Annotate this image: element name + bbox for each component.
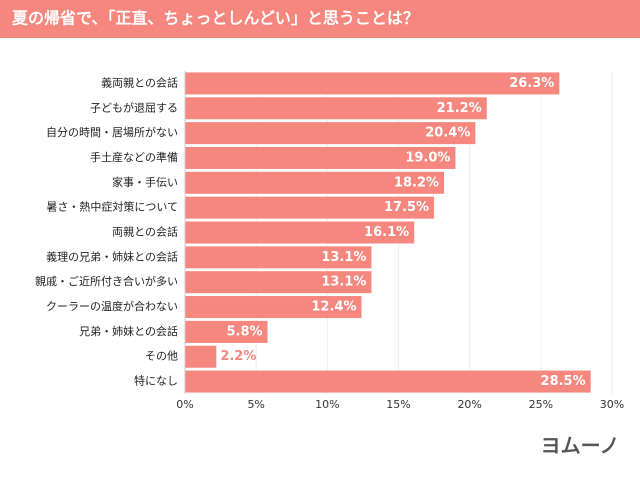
bar — [185, 246, 372, 269]
bar — [185, 345, 217, 368]
y-tick-label: 親戚・ご近所付き合いが多い — [35, 274, 178, 288]
y-tick-label: 家事・手伝い — [112, 175, 178, 189]
chart-title: 夏の帰省で、「正直、ちょっとしんどい」と思うことは？ — [11, 9, 419, 28]
value-label: 28.5% — [541, 374, 586, 389]
x-tick-label: 25% — [529, 398, 553, 411]
value-label: 2.2% — [220, 349, 256, 364]
y-tick-label: 両親との会話 — [112, 225, 178, 239]
y-tick-label: 義理の兄弟・姉妹との会話 — [46, 249, 178, 263]
x-tick-label: 30% — [600, 398, 624, 411]
y-tick-label: 暑さ・熱中症対策について — [46, 200, 178, 214]
x-tick-label: 10% — [315, 398, 339, 411]
value-label: 18.2% — [394, 175, 439, 190]
bar — [185, 271, 372, 294]
y-tick-label: 子どもが退屈する — [90, 100, 178, 114]
x-tick-label: 20% — [457, 398, 481, 411]
value-label: 13.1% — [321, 250, 366, 265]
value-label: 5.8% — [226, 324, 262, 339]
x-tick-label: 5% — [247, 398, 264, 411]
y-tick-label: 特になし — [134, 374, 178, 388]
title-bar — [0, 0, 640, 38]
y-tick-label: その他 — [145, 350, 178, 363]
x-tick-label: 15% — [386, 398, 410, 411]
bar — [185, 97, 487, 120]
logo: ヨムーノ — [541, 434, 620, 458]
bar — [185, 221, 415, 244]
y-tick-label: 自分の時間・居場所がない — [46, 125, 178, 139]
value-label: 16.1% — [364, 225, 409, 240]
value-label: 13.1% — [321, 275, 366, 290]
y-tick-label: クーラーの温度が合わない — [46, 299, 178, 313]
value-label: 26.3% — [509, 76, 554, 91]
y-tick-label: 兄弟・姉妹との会話 — [79, 324, 178, 338]
bar — [185, 196, 435, 219]
bar — [185, 320, 268, 343]
bar — [185, 72, 560, 95]
bar — [185, 146, 456, 169]
value-label: 19.0% — [405, 150, 450, 165]
bar — [185, 122, 476, 145]
bar — [185, 171, 445, 194]
value-label: 12.4% — [311, 300, 356, 315]
value-label: 20.4% — [425, 126, 470, 141]
bar — [185, 296, 362, 319]
value-label: 21.2% — [437, 101, 482, 116]
y-tick-label: 手土産などの準備 — [90, 150, 178, 164]
x-tick-label: 0% — [176, 398, 193, 411]
y-tick-label: 義両親との会話 — [101, 75, 178, 89]
bar — [185, 370, 591, 393]
value-label: 17.5% — [384, 200, 429, 215]
